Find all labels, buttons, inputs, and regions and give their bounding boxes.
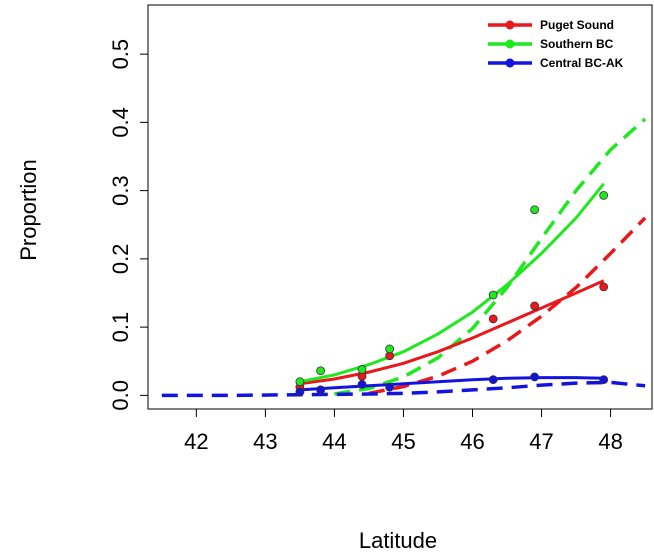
solid-fit-line bbox=[299, 182, 605, 384]
data-point bbox=[295, 377, 305, 387]
data-point bbox=[385, 382, 395, 392]
x-tick-label: 47 bbox=[529, 429, 553, 454]
y-axis-title: Proportion bbox=[16, 159, 41, 261]
legend-marker bbox=[505, 20, 515, 30]
y-axis: 0.0 0.1 0.2 0.3 0.4 0.5 bbox=[108, 39, 148, 411]
y-tick-label: 0.4 bbox=[108, 107, 133, 138]
data-point bbox=[599, 190, 609, 200]
data-point bbox=[530, 301, 540, 311]
data-point bbox=[599, 375, 609, 385]
legend-marker bbox=[505, 58, 515, 68]
x-tick-label: 44 bbox=[322, 429, 346, 454]
data-point bbox=[316, 385, 326, 395]
data-point bbox=[488, 314, 498, 324]
x-tick-label: 48 bbox=[598, 429, 622, 454]
y-tick-label: 0.2 bbox=[108, 244, 133, 275]
solid-fit-line bbox=[299, 279, 605, 386]
x-axis-title: Latitude bbox=[359, 528, 437, 553]
dashed-fit-line bbox=[161, 380, 646, 398]
y-tick-label: 0.1 bbox=[108, 312, 133, 343]
dashed-fit-line bbox=[334, 117, 647, 396]
data-point bbox=[295, 387, 305, 397]
dashed-fit-line bbox=[368, 216, 647, 396]
legend-label: Southern BC bbox=[540, 37, 614, 51]
series-layer bbox=[161, 117, 647, 398]
y-tick-label: 0.3 bbox=[108, 175, 133, 206]
x-tick-label: 42 bbox=[184, 429, 208, 454]
data-point bbox=[488, 375, 498, 385]
legend: Puget Sound Southern BC Central BC-AK bbox=[488, 18, 624, 70]
data-point bbox=[488, 290, 498, 300]
x-tick-label: 46 bbox=[460, 429, 484, 454]
plot-frame bbox=[147, 4, 653, 410]
solid-fit-line bbox=[299, 376, 604, 392]
x-tick-label: 43 bbox=[253, 429, 277, 454]
data-point bbox=[357, 380, 367, 389]
legend-label: Puget Sound bbox=[540, 18, 614, 32]
data-point bbox=[530, 205, 540, 215]
data-point bbox=[599, 282, 609, 292]
data-point bbox=[357, 365, 367, 374]
x-axis: 42 43 44 45 46 47 48 bbox=[184, 409, 623, 454]
legend-label: Central BC-AK bbox=[540, 56, 624, 70]
y-tick-label: 0.0 bbox=[108, 380, 133, 411]
data-point bbox=[316, 366, 326, 376]
y-tick-label: 0.5 bbox=[108, 39, 133, 70]
data-point bbox=[530, 372, 540, 382]
legend-marker bbox=[505, 39, 515, 49]
x-tick-label: 45 bbox=[391, 429, 415, 454]
data-point bbox=[385, 344, 395, 354]
